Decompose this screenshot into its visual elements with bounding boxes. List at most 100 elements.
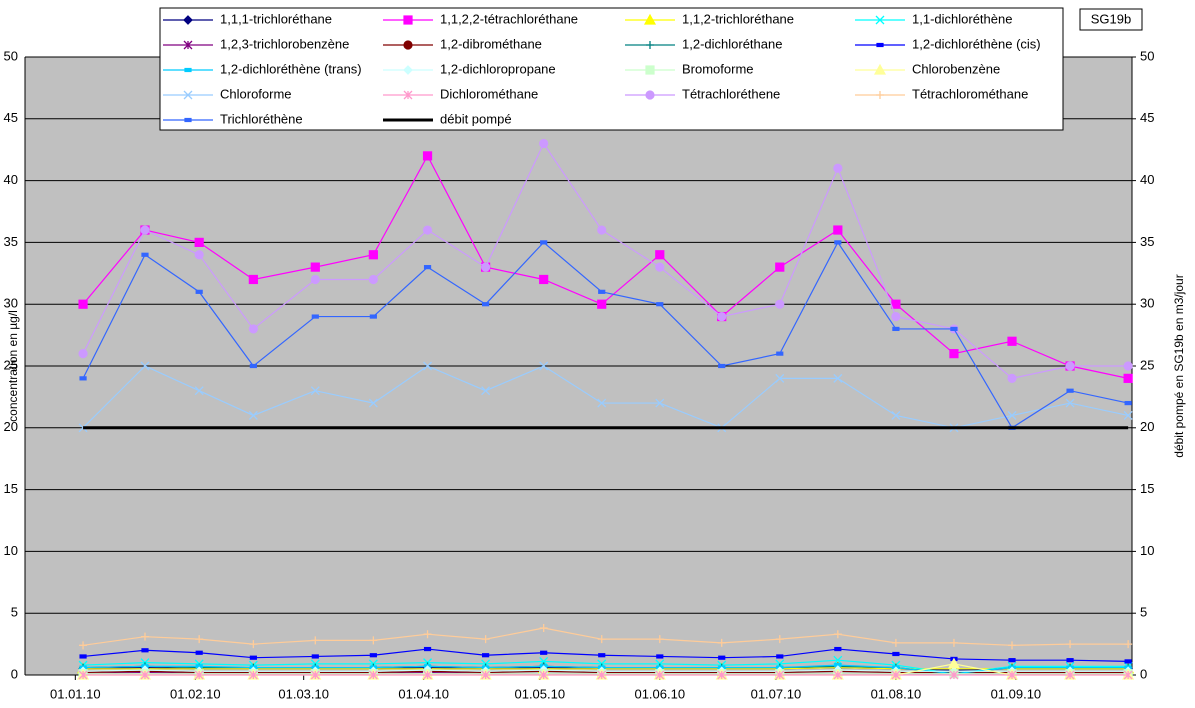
marker xyxy=(481,670,491,680)
marker xyxy=(655,635,664,644)
legend-label: 1,2-dichloréthène (cis) xyxy=(912,36,1041,51)
marker xyxy=(140,361,150,371)
marker xyxy=(310,386,320,396)
marker xyxy=(873,63,887,75)
marker xyxy=(195,650,203,655)
marker xyxy=(78,423,88,433)
legend-label: Tétrachloréthene xyxy=(682,86,780,101)
y-axis-label: concentration en µg/l xyxy=(6,310,20,422)
legend-label: Chlorobenzène xyxy=(912,61,1000,76)
marker xyxy=(369,636,378,645)
marker xyxy=(717,670,727,680)
y-tick-label: 20 xyxy=(4,419,18,434)
x-tick-label: 01.02.10 xyxy=(170,686,221,701)
marker xyxy=(892,651,900,657)
marker xyxy=(597,635,606,644)
marker xyxy=(423,265,432,270)
marker xyxy=(248,670,258,680)
marker xyxy=(775,262,785,272)
legend-label: Trichloréthène xyxy=(220,111,303,126)
legend-label: 1,1,2,2-tétrachloréthane xyxy=(440,11,578,26)
chart-title: SG19b xyxy=(1091,11,1131,26)
legend-label: 1,2-dibrométhane xyxy=(440,36,542,51)
marker xyxy=(79,654,87,659)
legend-label: 1,2,3-trichlorobenzène xyxy=(220,36,349,51)
legend-label: Bromoforme xyxy=(682,61,754,76)
y2-tick-label: 5 xyxy=(1140,605,1147,620)
marker xyxy=(183,90,193,100)
marker xyxy=(775,670,785,680)
marker xyxy=(718,655,726,660)
marker xyxy=(539,624,548,633)
x-tick-label: 01.01.10 xyxy=(50,686,101,701)
marker xyxy=(481,386,491,396)
marker xyxy=(834,646,842,652)
marker xyxy=(369,653,377,658)
marker xyxy=(776,351,784,356)
marker xyxy=(422,225,433,235)
marker xyxy=(194,237,204,247)
marker xyxy=(1065,398,1075,408)
marker xyxy=(183,40,193,50)
marker xyxy=(403,90,413,100)
marker xyxy=(655,398,665,408)
marker xyxy=(892,326,900,332)
legend-label: débit pompé xyxy=(440,111,512,126)
marker xyxy=(403,15,413,25)
legend-label: 1,2-dichloréthène (trans) xyxy=(220,61,362,76)
marker xyxy=(195,635,204,644)
marker xyxy=(656,654,664,659)
marker xyxy=(78,349,88,359)
y-tick-label: 35 xyxy=(4,234,18,249)
marker xyxy=(876,91,884,99)
marker xyxy=(655,670,665,680)
legend-label: 1,2-dichloréthane xyxy=(682,36,782,51)
y-tick-label: 30 xyxy=(4,296,18,311)
marker xyxy=(539,656,549,666)
title-box xyxy=(1079,8,1143,31)
marker xyxy=(249,655,257,660)
marker xyxy=(833,630,842,639)
marker xyxy=(1123,670,1133,680)
x-tick-label: 01.09.10 xyxy=(991,686,1042,701)
marker xyxy=(403,40,413,50)
marker xyxy=(423,361,433,371)
marker xyxy=(1007,410,1017,420)
marker xyxy=(1007,373,1017,383)
marker xyxy=(655,262,665,272)
marker xyxy=(598,653,606,658)
y2-tick-label: 15 xyxy=(1140,481,1154,496)
marker xyxy=(248,274,258,285)
marker xyxy=(891,299,901,309)
y2-axis-label: débit pompé en SG19b en m3/jour xyxy=(1172,274,1186,457)
marker xyxy=(833,670,843,680)
marker xyxy=(368,250,378,260)
marker xyxy=(368,398,378,408)
marker xyxy=(249,363,257,369)
marker xyxy=(717,311,727,322)
marker xyxy=(194,670,204,680)
marker xyxy=(78,299,88,309)
marker xyxy=(249,640,258,649)
marker xyxy=(646,41,654,49)
marker xyxy=(645,90,655,100)
marker xyxy=(655,250,665,260)
marker xyxy=(645,65,655,75)
marker xyxy=(141,252,149,257)
marker xyxy=(368,670,378,680)
y2-tick-label: 0 xyxy=(1140,666,1147,681)
y2-tick-label: 20 xyxy=(1140,419,1154,434)
marker xyxy=(79,641,88,650)
x-tick-label: 01.03.10 xyxy=(278,686,329,701)
marker xyxy=(540,650,548,655)
marker xyxy=(310,274,320,285)
x-tick-label: 01.08.10 xyxy=(871,686,922,701)
marker xyxy=(1008,641,1017,650)
marker xyxy=(184,67,192,73)
marker xyxy=(1124,659,1132,664)
marker xyxy=(875,15,885,25)
marker xyxy=(1066,388,1074,393)
marker xyxy=(1123,410,1133,420)
marker xyxy=(539,274,549,285)
